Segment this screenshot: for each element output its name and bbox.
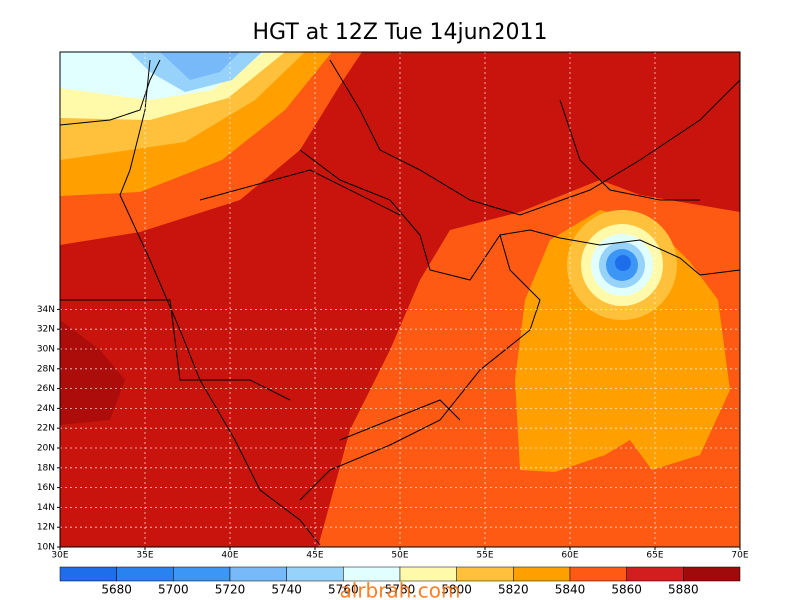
y-tick-label: 30N xyxy=(37,345,55,355)
coastline xyxy=(499,229,741,276)
y-tick-label: 10N xyxy=(37,543,55,553)
colorbar-label: 5700 xyxy=(158,583,189,597)
x-tick-label: 60E xyxy=(561,551,578,561)
colorbar-label: 5820 xyxy=(498,583,529,597)
colorbar-swatch xyxy=(286,566,344,582)
colorbar-label: 5760 xyxy=(328,583,359,597)
contour-band xyxy=(160,52,240,80)
map-title: HGT at 12Z Tue 14jun2011 xyxy=(253,20,548,45)
y-tick-label: 20N xyxy=(37,444,55,454)
colorbar-swatch xyxy=(569,566,627,582)
colorbar-swatch xyxy=(626,566,684,582)
y-tick-label: 32N xyxy=(37,325,55,335)
colorbar-label: 5840 xyxy=(555,583,586,597)
contour-band xyxy=(60,320,125,425)
x-tick-label: 40E xyxy=(221,551,238,561)
colorbar-label: 5800 xyxy=(441,583,472,597)
coastline xyxy=(119,59,321,546)
border-line xyxy=(60,299,291,401)
x-tick-label: 55E xyxy=(476,551,493,561)
coastline xyxy=(59,59,161,126)
x-tick-label: 70E xyxy=(731,551,748,561)
colorbar-swatch xyxy=(513,566,571,582)
y-tick-label: 24N xyxy=(37,404,55,414)
colorbar-swatch xyxy=(683,566,741,582)
y-tick-label: 34N xyxy=(37,305,55,315)
y-tick-label: 18N xyxy=(37,463,55,473)
border-line xyxy=(199,169,401,216)
contour-band xyxy=(615,255,631,271)
y-tick-label: 28N xyxy=(37,364,55,374)
x-tick-label: 65E xyxy=(646,551,663,561)
x-tick-label: 50E xyxy=(391,551,408,561)
colorbar-swatch xyxy=(59,566,117,582)
border-line xyxy=(329,59,741,216)
colorbar-label: 5720 xyxy=(215,583,246,597)
map-area xyxy=(59,51,741,548)
colorbar-swatch xyxy=(456,566,514,582)
y-tick-label: 22N xyxy=(37,424,55,434)
colorbar-label: 5740 xyxy=(271,583,302,597)
x-tick-label: 35E xyxy=(136,551,153,561)
watermark: alrbrah.com xyxy=(340,579,461,600)
border-line xyxy=(339,399,461,441)
border-line xyxy=(559,99,700,201)
y-tick-label: 16N xyxy=(37,483,55,493)
y-tick-label: 14N xyxy=(37,503,55,513)
colorbar-label: 5780 xyxy=(385,583,416,597)
colorbar-swatch xyxy=(116,566,174,582)
y-tick-label: 26N xyxy=(37,384,55,394)
coastline xyxy=(299,149,541,501)
colorbar-label: 5860 xyxy=(611,583,642,597)
colorbar-swatch xyxy=(229,566,287,582)
colorbar-label: 5880 xyxy=(668,583,699,597)
x-tick-label: 45E xyxy=(306,551,323,561)
x-tick-label: 30E xyxy=(51,551,68,561)
y-tick-label: 12N xyxy=(37,523,55,533)
colorbar-label: 5680 xyxy=(101,583,132,597)
colorbar-swatch xyxy=(173,566,231,582)
